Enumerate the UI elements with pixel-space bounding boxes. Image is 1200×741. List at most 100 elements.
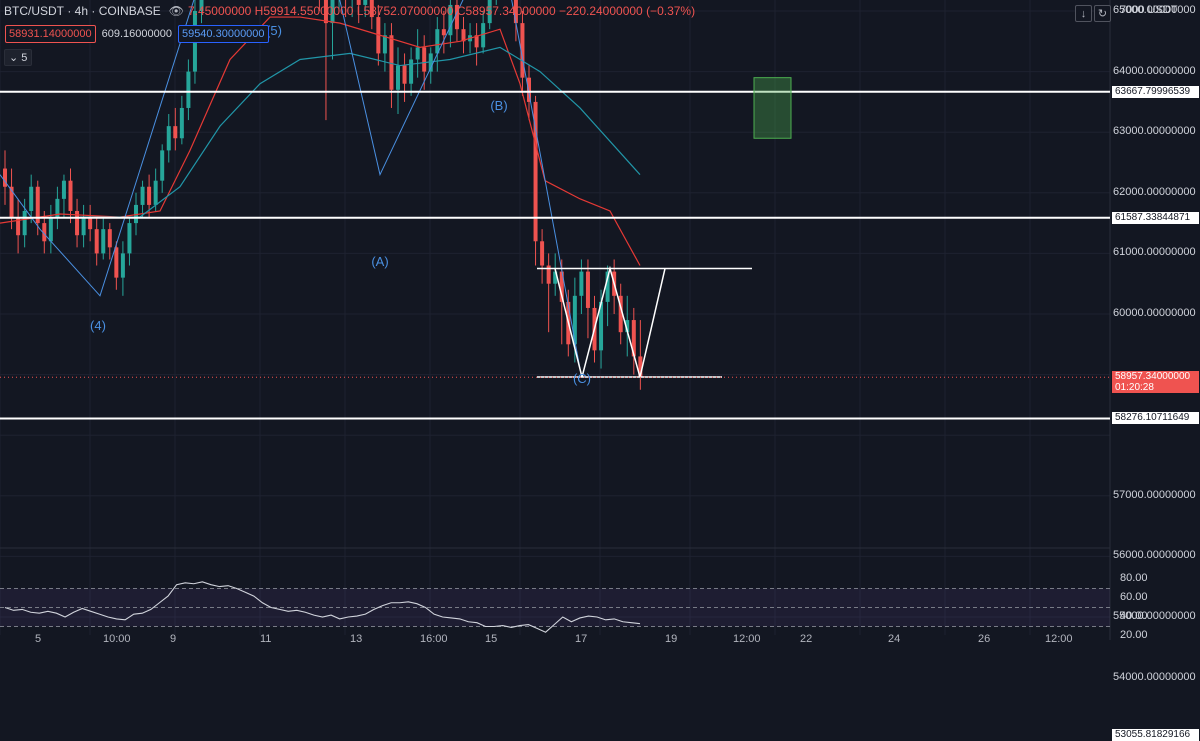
candle-body bbox=[3, 168, 7, 187]
candle-body bbox=[101, 229, 106, 254]
candle-body bbox=[323, 0, 328, 24]
indicators-collapse-button[interactable]: ⌄ 5 bbox=[4, 49, 33, 66]
level-price-label: 61587.33844871 bbox=[1112, 211, 1199, 224]
ema-fast-line bbox=[0, 16, 641, 266]
candle-body bbox=[356, 0, 361, 5]
candle-body bbox=[382, 35, 387, 54]
interval: 4h bbox=[74, 4, 89, 18]
rsi-axis-label: 40.00 bbox=[1120, 610, 1148, 622]
candle-body bbox=[448, 4, 453, 36]
price-axis-label: 65000.00000000 bbox=[1113, 4, 1196, 16]
chart-canvas[interactable]: (5) (4) (B) (A) (C) bbox=[0, 0, 1200, 640]
refresh-icon[interactable]: ↻ bbox=[1094, 5, 1111, 22]
candle-body bbox=[625, 320, 630, 333]
candle-body bbox=[520, 23, 525, 78]
candle-body bbox=[120, 253, 125, 278]
rsi-axis-label: 80.00 bbox=[1120, 572, 1148, 584]
candle-body bbox=[454, 4, 459, 30]
candle-body bbox=[441, 29, 446, 36]
candle-body bbox=[513, 0, 518, 24]
candle-body bbox=[369, 0, 374, 18]
rsi-axis-label: 20.00 bbox=[1120, 629, 1148, 641]
candle-body bbox=[107, 229, 112, 248]
candle-body bbox=[409, 59, 414, 84]
time-axis-label: 26 bbox=[978, 633, 991, 645]
level-price-label: 58276.10711649 bbox=[1112, 412, 1199, 425]
current-price: 58957.34000000 bbox=[1115, 371, 1191, 383]
candle-body bbox=[330, 0, 335, 24]
ema-slow-line bbox=[80, 46, 641, 218]
rsi-line bbox=[4, 581, 641, 633]
candle-body bbox=[94, 229, 99, 254]
time-axis-label: 24 bbox=[888, 633, 901, 645]
candle-body bbox=[415, 47, 420, 60]
candle-body bbox=[585, 271, 590, 308]
candle-body bbox=[166, 126, 171, 151]
price-axis-currency[interactable]: 7000 USDT bbox=[1120, 4, 1178, 16]
candle-body bbox=[35, 186, 40, 224]
indicator-value-1: 58931.14000000 bbox=[5, 25, 96, 43]
price-axis-label: 61000.00000000 bbox=[1113, 246, 1196, 259]
candle-body bbox=[396, 65, 400, 90]
ohlc-values: 7.45000000 H59914.55000000 L58752.070000… bbox=[187, 4, 696, 18]
exchange: COINBASE bbox=[98, 4, 161, 18]
candle-body bbox=[389, 35, 394, 90]
candle-body bbox=[546, 265, 551, 284]
wave-label: (5) bbox=[266, 23, 282, 38]
candle-body bbox=[153, 180, 158, 205]
time-axis-label: 10:00 bbox=[103, 633, 131, 645]
candle-body bbox=[55, 198, 60, 218]
candle-body bbox=[572, 295, 577, 345]
candle-body bbox=[42, 223, 47, 242]
candle-body bbox=[147, 186, 152, 205]
time-axis-label: 22 bbox=[800, 633, 813, 645]
candle-body bbox=[435, 29, 440, 54]
candle-body bbox=[474, 35, 479, 48]
target-box-green bbox=[753, 77, 792, 139]
indicator-value-3: 59540.30000000 bbox=[177, 25, 269, 43]
time-axis-label: 13 bbox=[350, 633, 363, 645]
candle-body bbox=[81, 217, 86, 236]
candle-body bbox=[199, 0, 204, 11]
symbol-title[interactable]: BTC/USDT · 4h · COINBASE bbox=[4, 4, 161, 18]
level-price-label: 63667.79996539 bbox=[1112, 85, 1199, 98]
candle-body bbox=[533, 101, 538, 242]
candle-body bbox=[114, 247, 119, 278]
time-axis-label: 12:00 bbox=[733, 633, 761, 645]
candle-body bbox=[9, 186, 14, 218]
candle-body bbox=[402, 65, 407, 84]
candle-body bbox=[68, 180, 73, 211]
candle-body bbox=[16, 217, 21, 236]
legend-header: BTC/USDT · 4h · COINBASE 👁 7.45000000 H5… bbox=[0, 0, 695, 22]
wave-label: (B) bbox=[490, 98, 507, 113]
eye-icon[interactable]: 👁 bbox=[168, 4, 184, 18]
candle-body bbox=[605, 271, 610, 302]
symbol: BTC/USDT bbox=[4, 4, 64, 18]
arrow-down-icon[interactable]: ↓ bbox=[1075, 5, 1092, 22]
w-pattern-line bbox=[554, 265, 666, 378]
candle-body bbox=[179, 107, 184, 139]
wave-label: (4) bbox=[90, 318, 106, 333]
candle-body bbox=[173, 126, 178, 139]
candle-body bbox=[75, 210, 80, 236]
price-axis-label: 56000.00000000 bbox=[1113, 549, 1196, 562]
candle-body bbox=[61, 180, 66, 199]
time-axis-label: 12:00 bbox=[1045, 633, 1073, 645]
candle-countdown: 01:20:28 bbox=[1115, 382, 1154, 394]
price-axis-label: 60000.00000000 bbox=[1113, 307, 1196, 319]
time-axis-label: 15 bbox=[485, 633, 498, 645]
candle-body bbox=[631, 320, 636, 357]
time-axis-label: 17 bbox=[575, 633, 588, 645]
time-axis-label: 19 bbox=[665, 633, 678, 645]
candle-body bbox=[553, 271, 558, 284]
elliott-wave-line bbox=[0, 0, 581, 369]
level-price-label: 53055.81829166 bbox=[1112, 728, 1199, 741]
rsi-axis-label: 60.00 bbox=[1120, 591, 1148, 603]
candle-body bbox=[618, 295, 623, 333]
price-axis-label: 55000.00000000 bbox=[1113, 610, 1196, 622]
candle-body bbox=[559, 271, 564, 302]
price-axis-label: 64000.00000000 bbox=[1113, 64, 1196, 77]
price-axis-label: 57000.00000000 bbox=[1113, 488, 1196, 501]
price-axis-label: 63000.00000000 bbox=[1113, 125, 1196, 138]
candle-body bbox=[48, 217, 53, 242]
